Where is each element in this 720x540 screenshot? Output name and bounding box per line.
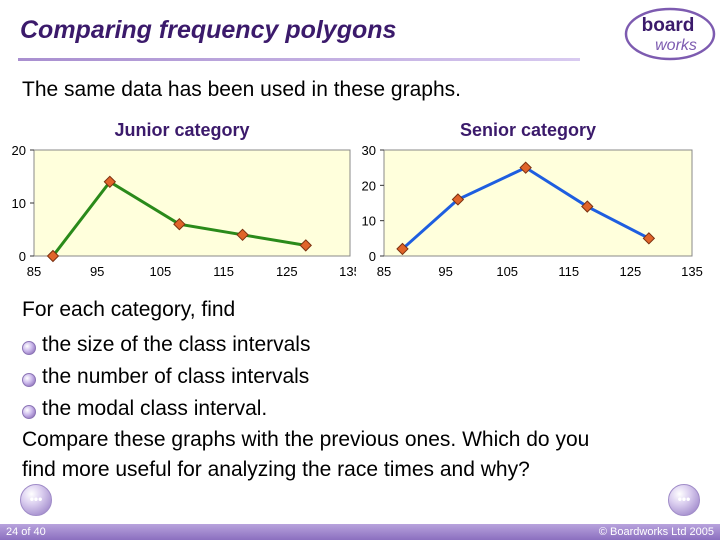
senior-y-tick-label: 30 [362, 143, 376, 158]
senior-data-point [642, 232, 656, 245]
junior-x-tick-label: 105 [150, 264, 172, 279]
footer-bar [0, 524, 720, 540]
slide-title: Comparing frequency polygons [20, 16, 397, 44]
junior-x-tick-label: 85 [27, 264, 41, 279]
question-line-2: find more useful for analyzing the race … [22, 458, 530, 481]
junior-x-tick-label: 115 [213, 264, 234, 279]
senior-y-tick-label: 0 [369, 249, 376, 264]
senior-data-point [451, 193, 465, 206]
boardworks-logo: board works [624, 7, 716, 61]
junior-y-tick-label: 0 [19, 249, 26, 264]
senior-chart-svg: Senior category 0 10 20 30 85 95 105 115 125 135 [362, 120, 703, 279]
senior-chart-title: Senior category [460, 120, 596, 140]
title-underline [18, 58, 580, 61]
senior-x-tick-label: 105 [496, 264, 518, 279]
senior-data-point [396, 242, 409, 256]
junior-plot-area [33, 149, 351, 257]
previous-slide-button[interactable]: ••• [20, 484, 52, 516]
senior-y-tick-label: 20 [362, 178, 376, 193]
senior-x-tick-label: 85 [377, 264, 391, 279]
bullet-text: the modal class interval. [42, 397, 268, 420]
junior-data-point [299, 239, 312, 252]
question-line-1: Compare these graphs with the previous o… [22, 428, 590, 451]
logo-text-works: works [655, 37, 697, 54]
senior-y-tick-label: 10 [362, 214, 376, 229]
logo-text-board: board [642, 15, 695, 36]
bullet-text: the size of the class intervals [42, 333, 311, 356]
bullet-icon [22, 405, 36, 419]
ellipsis-icon: ••• [29, 492, 43, 506]
ellipsis-icon: ••• [677, 492, 691, 506]
junior-data-point [46, 249, 60, 263]
junior-chart-title: Junior category [114, 120, 249, 140]
bullet-icon [22, 373, 36, 387]
next-slide-button[interactable]: ••• [668, 484, 700, 516]
subtitle: The same data has been used in these gra… [22, 78, 461, 101]
senior-chart: Senior category 0 10 20 30 85 95 105 115 125 135 [357, 112, 720, 292]
junior-x-tick-label: 135 [339, 264, 356, 279]
senior-data-point [519, 161, 532, 174]
senior-x-tick-label: 115 [558, 264, 579, 279]
bullet-icon [22, 341, 36, 355]
senior-data-point [581, 200, 594, 213]
senior-x-tick-label: 135 [681, 264, 703, 279]
page-number: 24 of 40 [6, 526, 46, 538]
junior-x-tick-label: 125 [276, 264, 298, 279]
junior-data-point [103, 175, 117, 189]
bullet-text: the number of class intervals [42, 365, 310, 388]
junior-x-tick-label: 95 [90, 264, 104, 279]
junior-y-tick-label: 20 [12, 143, 26, 158]
junior-chart: Junior category 0 10 20 85 95 105 115 125 135 [0, 112, 356, 292]
body-intro: For each category, find [22, 298, 236, 321]
junior-y-tick-label: 10 [12, 196, 26, 211]
junior-data-point [236, 228, 249, 242]
copyright: © Boardworks Ltd 2005 [598, 526, 714, 538]
junior-chart-svg: Junior category 0 10 20 85 95 105 115 125 135 [12, 120, 356, 279]
senior-x-tick-label: 95 [438, 264, 452, 279]
senior-x-tick-label: 125 [620, 264, 642, 279]
junior-data-point [173, 217, 186, 231]
senior-plot-area [383, 149, 693, 257]
